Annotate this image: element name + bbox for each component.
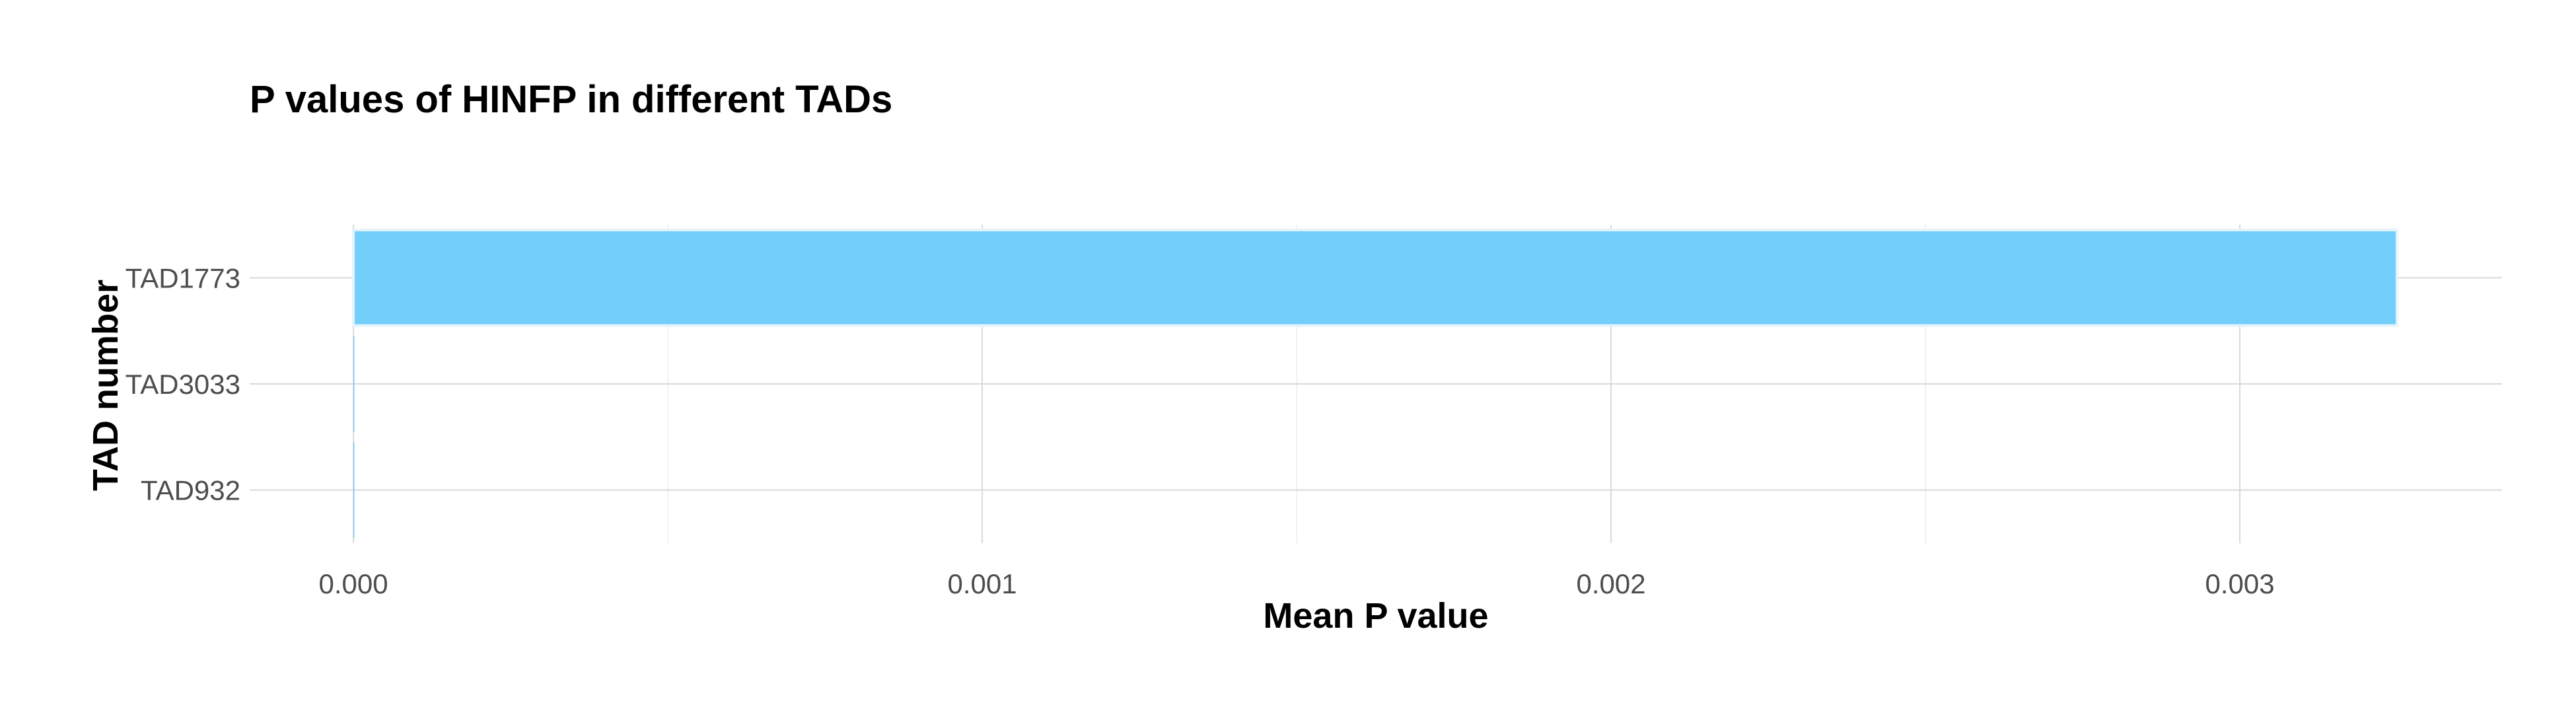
bar-tad3033 — [353, 336, 355, 432]
y-axis-title: TAD number — [86, 280, 125, 491]
y-tick-label: TAD932 — [141, 475, 240, 506]
x-tick-label: 0.001 — [948, 568, 1017, 599]
chart-title: P values of HINFP in different TADs — [250, 78, 892, 121]
x-tick-label: 0.003 — [2205, 568, 2274, 599]
y-tick-label: TAD1773 — [125, 262, 240, 293]
bar-tad932 — [353, 442, 355, 538]
y-axis-tick-labels: TAD1773 TAD3033 TAD932 — [125, 262, 240, 506]
x-tick-label: 0.002 — [1576, 568, 1645, 599]
bar-tad1773 — [352, 229, 2399, 327]
x-tick-label: 0.000 — [319, 568, 388, 599]
bars — [352, 229, 2399, 538]
y-tick-label: TAD3033 — [125, 369, 240, 400]
x-axis-title: Mean P value — [1263, 596, 1488, 636]
x-axis-tick-labels: 0.000 0.001 0.002 0.003 — [319, 568, 2275, 599]
